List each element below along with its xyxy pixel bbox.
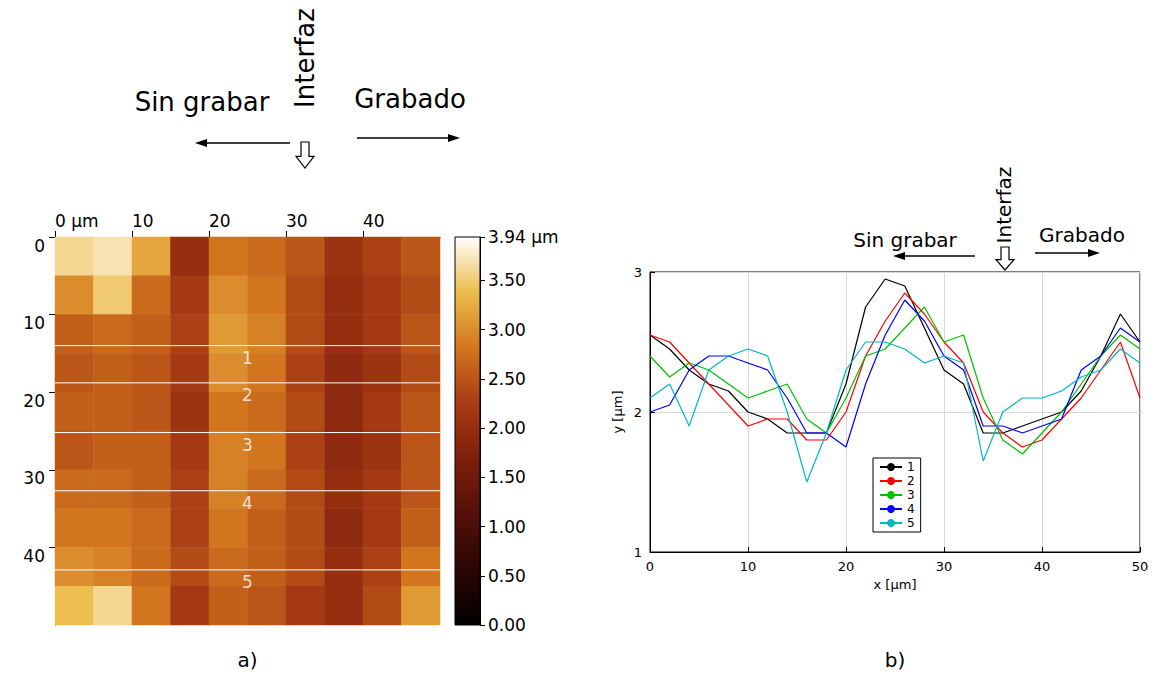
svg-text:Sin grabar: Sin grabar [853,228,957,252]
svg-text:5: 5 [242,572,253,592]
svg-text:Interfaz: Interfaz [290,8,320,108]
svg-text:x [µm]: x [µm] [874,577,917,592]
svg-text:3.50: 3.50 [488,270,526,290]
svg-text:3: 3 [634,265,642,280]
svg-text:20: 20 [23,391,45,411]
svg-text:20: 20 [209,211,231,231]
svg-text:40: 40 [23,546,45,566]
svg-text:2.50: 2.50 [488,369,526,389]
svg-text:40: 40 [363,211,385,231]
svg-text:b): b) [885,648,906,672]
svg-text:1.00: 1.00 [488,517,526,537]
svg-text:4: 4 [242,493,253,513]
svg-text:30: 30 [936,559,953,574]
svg-text:1: 1 [242,348,253,368]
svg-text:40: 40 [1034,559,1051,574]
svg-text:50: 50 [1132,559,1149,574]
svg-text:0.00: 0.00 [488,615,526,635]
svg-text:2: 2 [634,405,642,420]
svg-text:10: 10 [740,559,757,574]
svg-text:Sin grabar: Sin grabar [135,87,270,117]
svg-text:1: 1 [907,460,915,474]
svg-text:a): a) [237,648,257,672]
svg-text:30: 30 [286,211,308,231]
svg-text:0: 0 [34,236,45,256]
svg-text:0 µm: 0 µm [55,211,99,231]
svg-text:4: 4 [907,502,915,516]
svg-text:2: 2 [242,385,253,405]
svg-text:2.00: 2.00 [488,418,526,438]
svg-text:Interfaz: Interfaz [992,167,1016,244]
svg-text:Grabado: Grabado [1039,223,1125,247]
svg-text:1: 1 [634,545,642,560]
svg-text:1.50: 1.50 [488,467,526,487]
svg-text:0: 0 [646,559,654,574]
svg-text:Grabado: Grabado [354,84,466,114]
svg-text:3: 3 [907,488,915,502]
svg-text:3.94 µm: 3.94 µm [488,227,559,247]
svg-text:3.00: 3.00 [488,320,526,340]
svg-text:y [µm]: y [µm] [610,391,625,434]
svg-text:10: 10 [132,211,154,231]
svg-text:2: 2 [907,474,915,488]
svg-text:10: 10 [23,313,45,333]
svg-text:0.50: 0.50 [488,566,526,586]
svg-text:20: 20 [838,559,855,574]
svg-text:3: 3 [242,435,253,455]
svg-text:5: 5 [907,516,915,530]
svg-text:30: 30 [23,468,45,488]
